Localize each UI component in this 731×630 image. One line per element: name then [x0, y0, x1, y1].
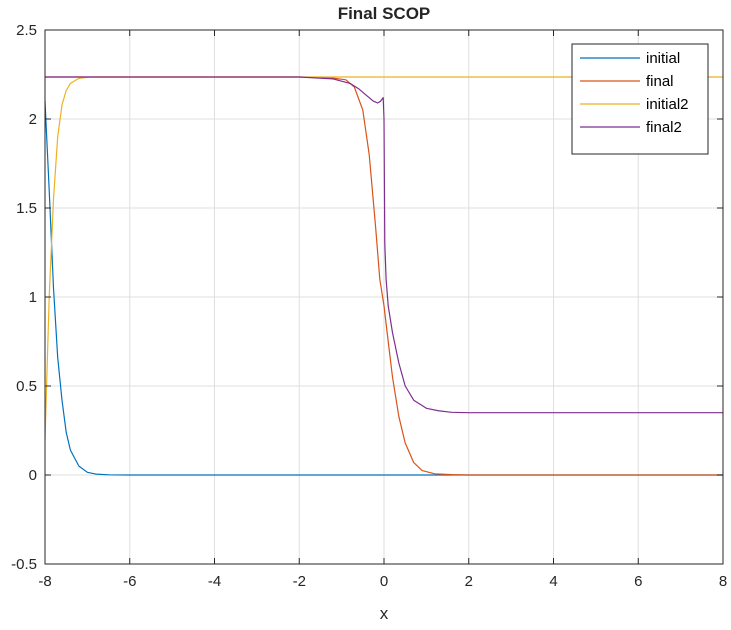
- x-tick-label: -4: [208, 573, 221, 590]
- series-line-final2: [45, 76, 723, 414]
- y-tick-label: 2: [29, 111, 37, 128]
- y-tick-label: 0: [29, 467, 37, 484]
- tick-marks: [44, 29, 724, 565]
- legend-box: [571, 43, 709, 155]
- x-tick-label: 6: [634, 573, 642, 590]
- chart-title: Final SCOP: [338, 4, 431, 23]
- x-tick-label: 8: [719, 573, 727, 590]
- x-tick-label: -2: [293, 573, 306, 590]
- x-tick-label: -6: [123, 573, 136, 590]
- legend-label: initial2: [646, 96, 689, 113]
- x-tick-label: 0: [380, 573, 388, 590]
- x-tick-label: -8: [38, 573, 51, 590]
- x-tick-label: 2: [465, 573, 473, 590]
- series-lines: [44, 76, 723, 476]
- y-tick-label: 1.5: [16, 200, 37, 217]
- x-tick-label: 4: [549, 573, 557, 590]
- legend-label: final2: [646, 119, 682, 136]
- legend-label: final: [646, 73, 674, 90]
- y-tick-label: 0.5: [16, 378, 37, 395]
- legend: initial final initial2 final2: [571, 43, 709, 155]
- y-tick-label: -0.5: [11, 556, 37, 573]
- y-tick-label: 2.5: [16, 22, 37, 39]
- tick-labels: -8 -6 -4 -2 0 2 4 6 8 -0.5 0 0.5 1 1.5 2 2.5: [11, 22, 727, 590]
- series-line-final: [45, 76, 723, 476]
- legend-label: initial: [646, 50, 680, 67]
- x-axis-label: x: [380, 604, 389, 623]
- y-tick-label: 1: [29, 289, 37, 306]
